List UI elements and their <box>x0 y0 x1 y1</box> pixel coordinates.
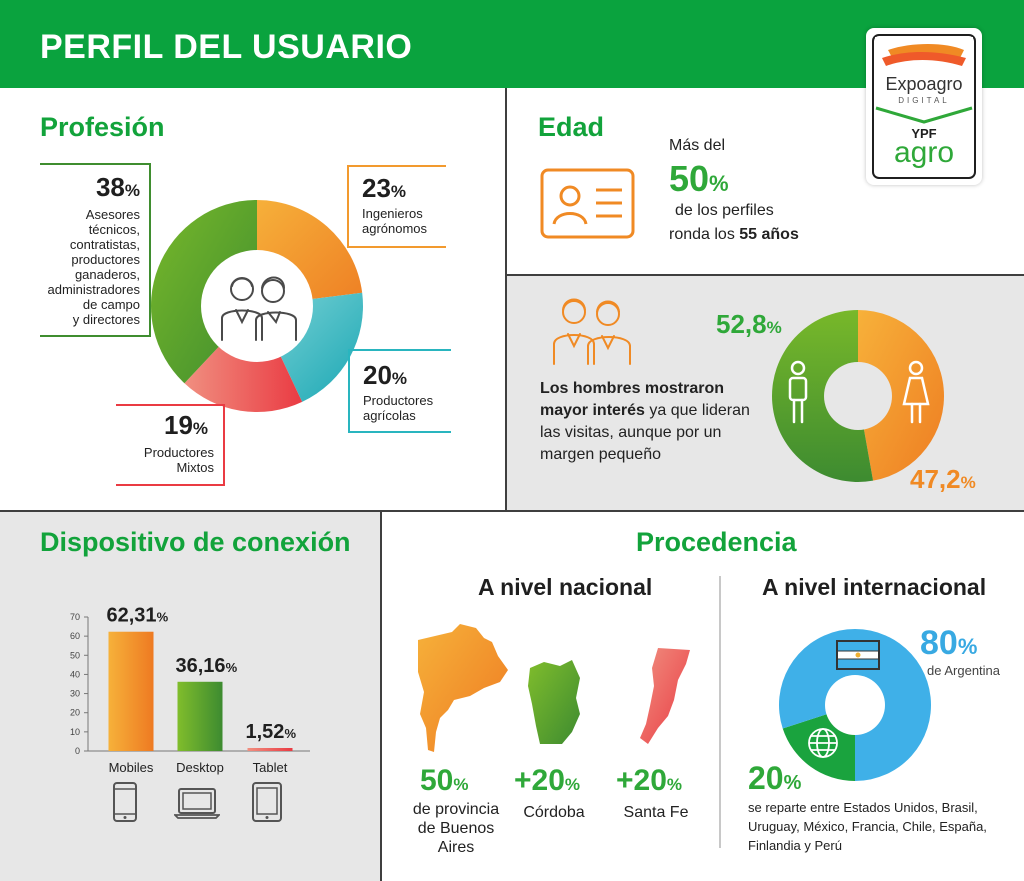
y-tick-label: 50 <box>70 650 80 660</box>
slice-male <box>771 310 874 482</box>
donut-hole <box>824 362 892 430</box>
santa-fe-map-icon <box>640 648 690 744</box>
logo-agro: agro <box>893 136 955 169</box>
edad-line3: ronda los 55 años <box>669 226 799 243</box>
other-label: se reparte entre Estados Unidos, Brasil,… <box>748 800 987 853</box>
dispositivo-title: Dispositivo de conexión <box>40 527 351 557</box>
leader-line-20 <box>348 349 451 433</box>
bars <box>108 631 293 751</box>
nacional-title: A nivel nacional <box>478 574 653 600</box>
genero-donut-chart <box>771 310 944 482</box>
bar-value-label: 36,16% <box>176 655 238 677</box>
prof-23-pct: 23% <box>362 173 407 203</box>
bar-tablet <box>247 748 293 751</box>
logo-ypf: YPF <box>911 126 937 141</box>
procedencia-title: Procedencia <box>636 527 797 557</box>
prof-20-pct: 20% <box>363 360 408 390</box>
edad-line2: de los perfiles <box>675 202 774 219</box>
desktop-icon <box>174 788 220 819</box>
santafe-pct: +20% <box>616 764 683 797</box>
prof-20-label: Productores agrícolas <box>363 393 434 423</box>
arg-pct: 80% <box>920 624 978 662</box>
edad-title: Edad <box>538 112 605 142</box>
y-tick-label: 30 <box>70 689 80 699</box>
device-bar-chart: 0 10 20 30 40 50 60 70 62,31% Mobiles 36,16% Deskt… <box>70 605 310 775</box>
mobile-icon <box>113 782 137 822</box>
divider <box>719 576 721 848</box>
arg-label: de Argentina <box>927 663 1001 678</box>
bar-category-label: Mobiles <box>109 760 154 775</box>
cordoba-map-icon <box>528 660 580 744</box>
bar-labels: 62,31% Mobiles 36,16% Desktop 1,52% Tablet <box>107 605 297 775</box>
internacional-title: A nivel internacional <box>762 574 987 600</box>
logo-sub: DIGITAL <box>898 96 950 105</box>
y-tick-label: 10 <box>70 727 80 737</box>
prof-19-pct: 19% <box>164 410 209 440</box>
logo-brand: Expoagro <box>885 74 963 94</box>
y-tick-label: 70 <box>70 612 80 622</box>
y-tick-label: 0 <box>75 746 80 756</box>
ba-pct: 50% <box>420 764 469 797</box>
edad-pct: 50% <box>669 158 729 199</box>
cordoba-pct: +20% <box>514 764 581 797</box>
prof-19-label: Productores Mixtos <box>143 445 214 475</box>
y-tick-label: 60 <box>70 631 80 641</box>
bar-value-label: 62,31% <box>107 605 169 627</box>
y-tick-label: 20 <box>70 708 80 718</box>
leader-line-19 <box>116 404 225 486</box>
header-bar <box>0 0 1024 88</box>
female-icon <box>902 360 930 424</box>
male-icon <box>788 360 808 424</box>
prof-38-label: Asesores técnicos, contratistas, productore… <box>47 207 141 327</box>
profesion-donut-chart <box>40 163 451 486</box>
genero-donut <box>771 310 944 482</box>
donut-hole <box>825 675 885 735</box>
prof-38-pct: 38% <box>95 172 140 202</box>
cordoba-label: Córdoba <box>523 804 585 821</box>
santafe-label: Santa Fe <box>623 804 689 821</box>
argentina-flag-icon <box>836 640 880 670</box>
expoagro-logo: Expoagro DIGITAL YPF agro <box>866 28 982 185</box>
donut-hole <box>201 250 313 362</box>
other-pct: 20% <box>748 760 802 796</box>
slice-female <box>858 310 944 481</box>
bar-category-label: Desktop <box>176 760 224 775</box>
bar-desktop <box>177 681 223 751</box>
people-icon <box>553 298 631 365</box>
leader-line-38 <box>40 163 151 337</box>
tablet-icon <box>252 782 282 822</box>
globe-icon <box>808 728 838 758</box>
bar-category-label: Tablet <box>253 760 288 775</box>
internacional-donut-chart <box>779 629 931 781</box>
bar-value-label: 1,52% <box>246 721 297 743</box>
logo-graphic <box>872 34 976 179</box>
prof-23-label: Ingenieros agrónomos <box>362 206 428 236</box>
genero-text: Los hombres mostraron mayor interés ya q… <box>540 380 750 463</box>
bar-mobiles <box>108 631 154 751</box>
female-pct: 47,2% <box>910 464 976 494</box>
people-icon <box>221 276 297 341</box>
buenos-aires-map-icon <box>418 624 508 752</box>
edad-line1: Más del <box>669 137 726 154</box>
profesion-title: Profesión <box>40 112 165 142</box>
y-tick-label: 40 <box>70 669 80 679</box>
ba-label: de provincia de Buenos Aires <box>412 801 500 856</box>
page-title: PERFIL DEL USUARIO <box>40 28 413 66</box>
id-card-icon <box>540 168 635 239</box>
leader-line-23 <box>347 165 446 248</box>
male-pct: 52,8% <box>716 309 782 339</box>
